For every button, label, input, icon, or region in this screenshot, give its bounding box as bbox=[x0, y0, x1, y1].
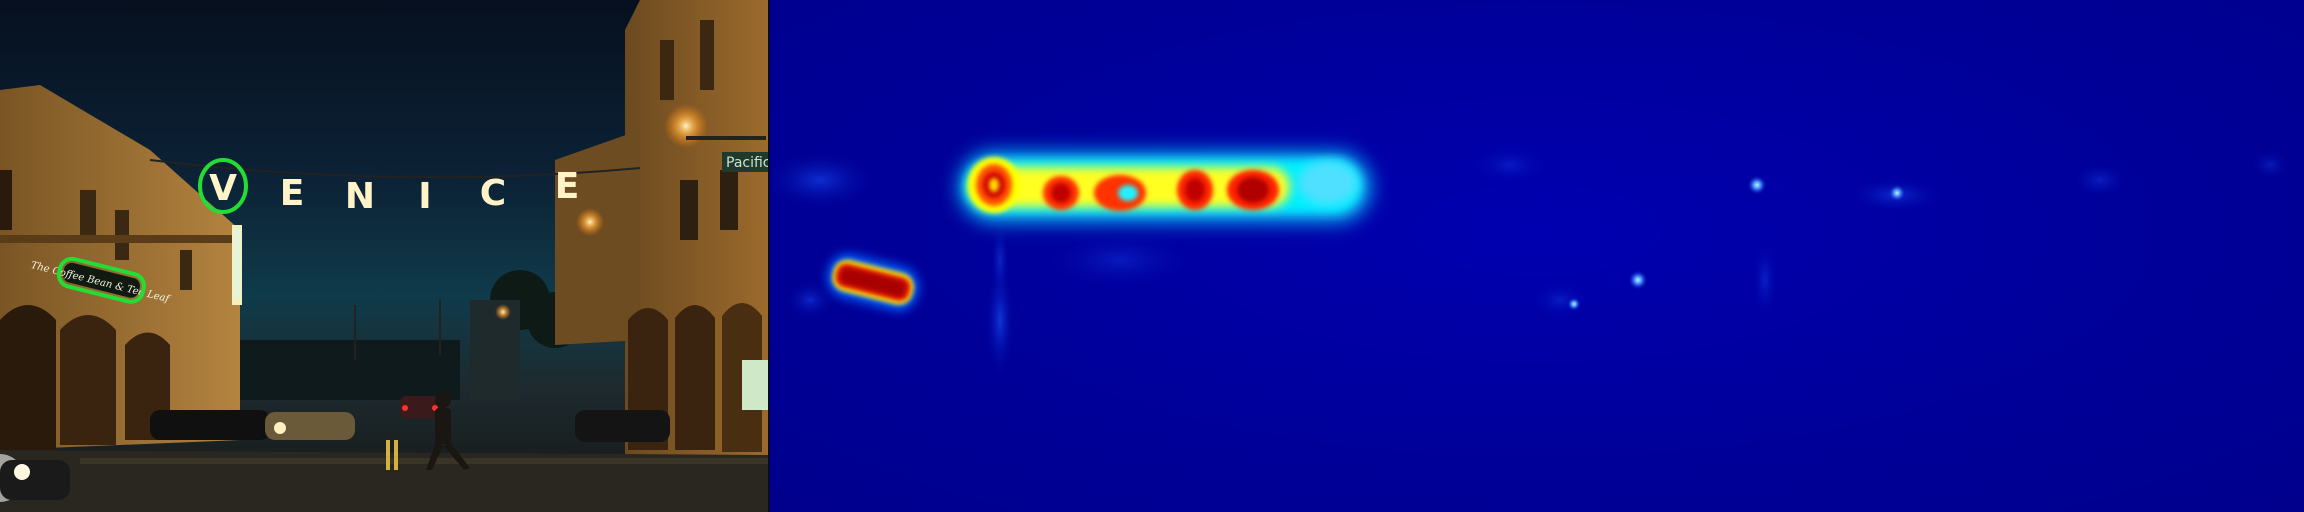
sign-wire bbox=[149, 159, 641, 179]
heat-dot bbox=[1888, 184, 1906, 202]
heat-dot bbox=[1628, 270, 1648, 290]
sign-letter: E bbox=[555, 166, 580, 207]
storefront-activation bbox=[827, 254, 919, 311]
street-photo: Pacific V E N I C E The Coffee Bean & Te… bbox=[0, 0, 768, 512]
detection-outline-letter bbox=[198, 158, 248, 214]
sign-letter: N bbox=[345, 176, 375, 217]
sign-letter: I bbox=[418, 176, 431, 217]
sign-letter: C bbox=[480, 173, 506, 214]
sign-activation-band bbox=[960, 153, 1370, 221]
heatmap-canvas bbox=[770, 145, 2290, 380]
faint-activations bbox=[770, 145, 2290, 380]
panel-divider bbox=[768, 0, 770, 512]
detection-outline-storefront bbox=[56, 256, 147, 304]
flags bbox=[354, 300, 441, 360]
venice-sign: V E N I C E bbox=[209, 166, 579, 217]
street-lamp bbox=[664, 104, 708, 148]
car bbox=[0, 396, 670, 502]
pedestrian bbox=[426, 392, 470, 470]
heat-dot bbox=[1567, 297, 1581, 311]
background-trees bbox=[240, 270, 583, 400]
street-lamp bbox=[576, 208, 604, 236]
street-photo-canvas: Pacific V E N I C E The Coffee Bean & Te… bbox=[0, 0, 768, 512]
left-building bbox=[0, 85, 242, 450]
street-sign: Pacific bbox=[722, 152, 768, 172]
street-sign-text: Pacific bbox=[726, 155, 768, 171]
road bbox=[0, 440, 768, 512]
street-lamp bbox=[495, 304, 511, 320]
lamp-arm bbox=[686, 136, 766, 140]
vertical-neon-sign bbox=[233, 228, 241, 298]
saliency-heatmap bbox=[770, 0, 2304, 512]
heat-dot bbox=[1747, 175, 1767, 195]
sign-letter: V bbox=[209, 168, 237, 209]
right-building bbox=[555, 0, 768, 460]
sign-letter: E bbox=[280, 173, 305, 214]
